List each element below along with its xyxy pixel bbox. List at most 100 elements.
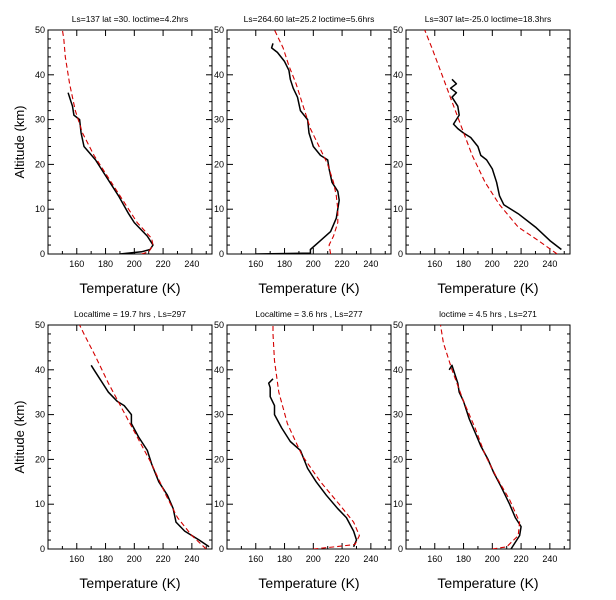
y-tick-label: 50 bbox=[214, 25, 224, 35]
y-tick-label: 10 bbox=[393, 499, 403, 509]
panel-title: Ls=307 lat=-25.0 loctime=18.3hrs bbox=[425, 14, 551, 24]
y-tick-label: 0 bbox=[40, 544, 45, 554]
x-tick-label: 200 bbox=[485, 259, 500, 269]
plot-frame bbox=[405, 29, 571, 255]
y-axis-label: Altitude (km) bbox=[12, 106, 27, 179]
y-tick-label: 40 bbox=[393, 70, 403, 80]
panel-title: Localtime = 3.6 hrs , Ls=277 bbox=[255, 309, 363, 319]
x-tick-label: 220 bbox=[514, 554, 529, 564]
panel-title: loctime = 4.5 hrs , Ls=271 bbox=[439, 309, 537, 319]
x-tick-label: 160 bbox=[248, 259, 263, 269]
observed-profile-line bbox=[90, 364, 210, 548]
x-tick-label: 200 bbox=[306, 259, 321, 269]
observed-profile-line bbox=[67, 92, 154, 254]
plot-frame bbox=[226, 324, 392, 550]
y-tick-label: 10 bbox=[35, 204, 45, 214]
x-tick-label: 180 bbox=[456, 554, 471, 564]
y-axis-label: Altitude (km) bbox=[12, 401, 27, 474]
x-tick-label: 180 bbox=[277, 259, 292, 269]
y-tick-label: 40 bbox=[214, 365, 224, 375]
x-tick-label: 180 bbox=[98, 259, 113, 269]
y-tick-label: 30 bbox=[214, 410, 224, 420]
y-tick-label: 20 bbox=[393, 159, 403, 169]
y-tick-label: 0 bbox=[398, 544, 403, 554]
x-axis-label: Temperature (K) bbox=[79, 575, 180, 591]
x-tick-label: 240 bbox=[184, 259, 199, 269]
y-tick-label: 10 bbox=[214, 499, 224, 509]
panel-title: Ls=264.60 lat=25.2 loctime=5.6hrs bbox=[244, 14, 375, 24]
y-tick-label: 0 bbox=[219, 544, 224, 554]
y-tick-label: 0 bbox=[398, 249, 403, 259]
plot-frame bbox=[226, 29, 392, 255]
y-tick-label: 30 bbox=[393, 115, 403, 125]
y-tick-label: 40 bbox=[214, 70, 224, 80]
model-profile-line bbox=[274, 30, 339, 254]
model-profile-line bbox=[439, 325, 521, 549]
x-tick-label: 180 bbox=[456, 259, 471, 269]
x-tick-label: 200 bbox=[127, 554, 142, 564]
panel-title: Localtime = 19.7 hrs , Ls=297 bbox=[74, 309, 186, 319]
model-profile-line bbox=[79, 325, 207, 549]
x-axis-label: Temperature (K) bbox=[79, 280, 180, 296]
x-axis-label: Temperature (K) bbox=[437, 575, 538, 591]
observed-profile-line bbox=[449, 78, 562, 251]
x-tick-label: 160 bbox=[69, 554, 84, 564]
x-tick-label: 240 bbox=[542, 554, 557, 564]
y-tick-label: 50 bbox=[393, 25, 403, 35]
x-tick-label: 220 bbox=[156, 554, 171, 564]
observed-profile-line bbox=[255, 43, 340, 254]
observed-profile-line bbox=[267, 378, 358, 548]
y-tick-label: 10 bbox=[35, 499, 45, 509]
y-tick-label: 20 bbox=[35, 159, 45, 169]
x-tick-label: 200 bbox=[127, 259, 142, 269]
y-tick-label: 10 bbox=[214, 204, 224, 214]
y-tick-label: 20 bbox=[214, 454, 224, 464]
y-tick-label: 50 bbox=[35, 320, 45, 330]
x-tick-label: 200 bbox=[306, 554, 321, 564]
x-tick-label: 220 bbox=[335, 259, 350, 269]
y-tick-label: 10 bbox=[393, 204, 403, 214]
x-tick-label: 160 bbox=[248, 554, 263, 564]
x-axis-label: Temperature (K) bbox=[258, 575, 359, 591]
x-tick-label: 200 bbox=[485, 554, 500, 564]
x-tick-label: 160 bbox=[69, 259, 84, 269]
y-tick-label: 40 bbox=[35, 365, 45, 375]
x-tick-label: 160 bbox=[427, 554, 442, 564]
x-tick-label: 180 bbox=[98, 554, 113, 564]
y-tick-label: 30 bbox=[35, 410, 45, 420]
y-tick-label: 50 bbox=[393, 320, 403, 330]
x-tick-label: 160 bbox=[427, 259, 442, 269]
y-tick-label: 30 bbox=[35, 115, 45, 125]
panel-2: Ls=264.60 lat=25.2 loctime=5.6hrs 160 180 2… bbox=[214, 14, 392, 296]
x-tick-label: 240 bbox=[363, 259, 378, 269]
model-profile-line bbox=[424, 30, 558, 254]
x-tick-label: 240 bbox=[184, 554, 199, 564]
x-tick-label: 240 bbox=[542, 259, 557, 269]
x-tick-label: 220 bbox=[156, 259, 171, 269]
x-tick-label: 180 bbox=[277, 554, 292, 564]
y-tick-label: 40 bbox=[35, 70, 45, 80]
y-tick-label: 30 bbox=[214, 115, 224, 125]
y-tick-label: 0 bbox=[219, 249, 224, 259]
plot-frame bbox=[405, 324, 571, 550]
y-tick-label: 20 bbox=[393, 454, 403, 464]
model-profile-line bbox=[61, 30, 154, 254]
y-tick-label: 20 bbox=[35, 454, 45, 464]
y-tick-label: 50 bbox=[35, 25, 45, 35]
x-axis-label: Temperature (K) bbox=[258, 280, 359, 296]
panel-title: Ls=137 lat =30. loctime=4.2hrs bbox=[72, 14, 188, 24]
x-tick-label: 220 bbox=[335, 554, 350, 564]
model-profile-line bbox=[272, 325, 360, 549]
x-tick-label: 240 bbox=[363, 554, 378, 564]
x-tick-label: 220 bbox=[514, 259, 529, 269]
plot-frame bbox=[47, 324, 213, 550]
panel-3: Ls=307 lat=-25.0 loctime=18.3hrs 160 180 20… bbox=[393, 14, 571, 296]
y-tick-label: 20 bbox=[214, 159, 224, 169]
y-tick-label: 30 bbox=[393, 410, 403, 420]
y-tick-label: 0 bbox=[40, 249, 45, 259]
